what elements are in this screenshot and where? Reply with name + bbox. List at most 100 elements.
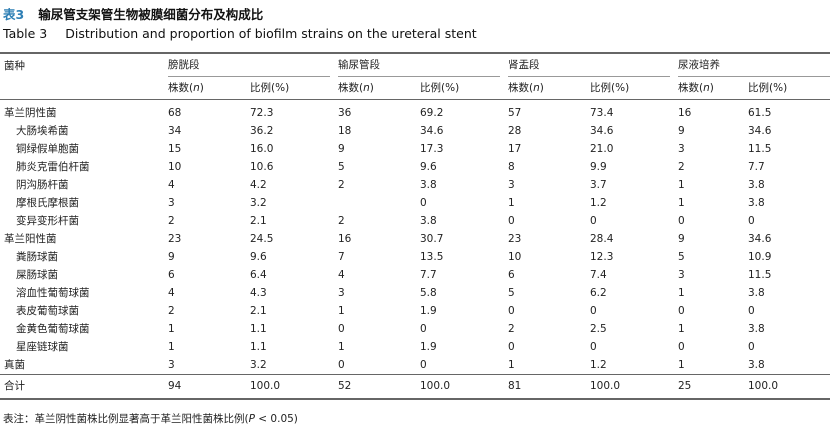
row-label: 铜绿假单胞菌 (16, 143, 79, 155)
ratio-cell: 3.2 (250, 197, 267, 209)
table-row: 粪肠球菌 9 9.6 7 13.5 10 12.3 5 10.9 (0, 248, 830, 266)
ratio-cell: 0 (590, 215, 597, 227)
count-cell: 4 (168, 179, 175, 191)
ratio-cell: 12.3 (590, 251, 614, 263)
row-label: 星座链球菌 (16, 341, 69, 353)
count-cell: 0 (338, 359, 345, 371)
count-cell: 6 (168, 269, 175, 281)
count-cell: 1 (678, 287, 685, 299)
ratio-cell: 73.4 (590, 107, 614, 119)
ratio-cell: 4.3 (250, 287, 267, 299)
ratio-cell: 0 (748, 305, 755, 317)
count-cell: 36 (338, 107, 352, 119)
ratio-cell: 10.9 (748, 251, 772, 263)
count-cell: 17 (508, 143, 522, 155)
ratio-cell: 3.8 (748, 287, 765, 299)
count-cell: 1 (338, 305, 345, 317)
count-header: 株数(n) (168, 77, 250, 100)
row-label: 表皮葡萄球菌 (16, 305, 79, 317)
ratio-cell: 0 (748, 215, 755, 227)
row-label: 变异变形杆菌 (16, 215, 79, 227)
count-cell: 9 (338, 143, 345, 155)
count-cell: 1 (678, 323, 685, 335)
table-row: 阴沟肠杆菌 4 4.2 2 3.8 3 3.7 1 3.8 (0, 176, 830, 194)
ratio-cell: 7.4 (590, 269, 607, 281)
ratio-cell: 0 (420, 323, 427, 335)
count-cell: 5 (508, 287, 515, 299)
ratio-cell: 34.6 (420, 125, 444, 137)
group-header-bladder: 膀胱段 (168, 54, 330, 77)
table-row: 大肠埃希菌 34 36.2 18 34.6 28 34.6 9 34.6 (0, 122, 830, 140)
total-label: 合计 (0, 374, 168, 400)
table-row: 星座链球菌 1 1.1 1 1.9 0 0 0 0 (0, 338, 830, 356)
table-label-cn: 表3 (3, 7, 25, 22)
ratio-cell: 9.6 (420, 161, 437, 173)
count-cell: 4 (168, 287, 175, 299)
row-label: 真菌 (4, 359, 25, 371)
ratio-cell: 1.9 (420, 305, 437, 317)
count-header: 株数(n) (338, 77, 420, 100)
count-cell: 0 (678, 341, 685, 353)
ratio-cell: 0 (590, 341, 597, 353)
ratio-cell: 36.2 (250, 125, 274, 137)
count-cell: 1 (508, 197, 515, 209)
ratio-cell: 24.5 (250, 233, 274, 245)
count-cell: 15 (168, 143, 182, 155)
table-caption-cn: 输尿管支架管生物被膜细菌分布及构成比 (38, 7, 264, 22)
row-label: 溶血性葡萄球菌 (16, 287, 90, 299)
table-row: 革兰阳性菌 23 24.5 16 30.7 23 28.4 9 34.6 (0, 230, 830, 248)
table-caption-en: Distribution and proportion of biofilm s… (65, 26, 477, 41)
table-row: 肺炎克雷伯杆菌 10 10.6 5 9.6 8 9.9 2 7.7 (0, 158, 830, 176)
total-count-cell: 81 (508, 374, 590, 400)
count-cell: 1 (168, 323, 175, 335)
ratio-cell: 21.0 (590, 143, 614, 155)
count-cell: 16 (678, 107, 692, 119)
ratio-cell: 10.6 (250, 161, 274, 173)
total-count-cell: 25 (678, 374, 748, 400)
row-label: 革兰阳性菌 (4, 233, 57, 245)
ratio-cell: 3.8 (748, 359, 765, 371)
ratio-cell: 13.5 (420, 251, 444, 263)
ratio-cell: 17.3 (420, 143, 444, 155)
count-cell: 3 (168, 359, 175, 371)
ratio-cell: 7.7 (420, 269, 437, 281)
ratio-cell: 3.8 (420, 215, 437, 227)
table-row: 金黄色葡萄球菌 1 1.1 0 0 2 2.5 1 3.8 (0, 320, 830, 338)
ratio-cell: 9.6 (250, 251, 267, 263)
count-cell: 2 (338, 179, 345, 191)
row-label: 粪肠球菌 (16, 251, 58, 263)
ratio-cell: 6.2 (590, 287, 607, 299)
count-cell: 9 (678, 125, 685, 137)
count-cell: 0 (508, 341, 515, 353)
count-cell: 2 (508, 323, 515, 335)
ratio-cell: 0 (748, 341, 755, 353)
count-cell: 8 (508, 161, 515, 173)
row-label: 摩根氏摩根菌 (16, 197, 79, 209)
ratio-cell: 72.3 (250, 107, 274, 119)
ratio-cell: 3.8 (420, 179, 437, 191)
count-cell: 3 (678, 143, 685, 155)
table-title-cn: 表3 输尿管支架管生物被膜细菌分布及构成比 (3, 4, 263, 23)
table-row: 变异变形杆菌 2 2.1 2 3.8 0 0 0 0 (0, 212, 830, 230)
count-cell: 0 (508, 215, 515, 227)
count-cell: 5 (678, 251, 685, 263)
count-cell: 4 (338, 269, 345, 281)
count-cell (338, 194, 420, 212)
table-row: 屎肠球菌 6 6.4 4 7.7 6 7.4 3 11.5 (0, 266, 830, 284)
count-cell: 3 (508, 179, 515, 191)
count-cell: 2 (338, 215, 345, 227)
ratio-header: 比例(%) (250, 77, 338, 100)
count-cell: 9 (168, 251, 175, 263)
total-ratio-cell: 100.0 (420, 374, 508, 400)
count-cell: 23 (168, 233, 182, 245)
total-ratio-cell: 100.0 (748, 374, 830, 400)
ratio-cell: 3.7 (590, 179, 607, 191)
ratio-cell: 11.5 (748, 269, 772, 281)
ratio-cell: 1.2 (590, 359, 607, 371)
table-row: 摩根氏摩根菌 3 3.2 0 1 1.2 1 3.8 (0, 194, 830, 212)
count-cell: 57 (508, 107, 522, 119)
count-cell: 2 (678, 161, 685, 173)
count-cell: 68 (168, 107, 182, 119)
ratio-cell: 1.1 (250, 341, 267, 353)
count-cell: 1 (508, 359, 515, 371)
